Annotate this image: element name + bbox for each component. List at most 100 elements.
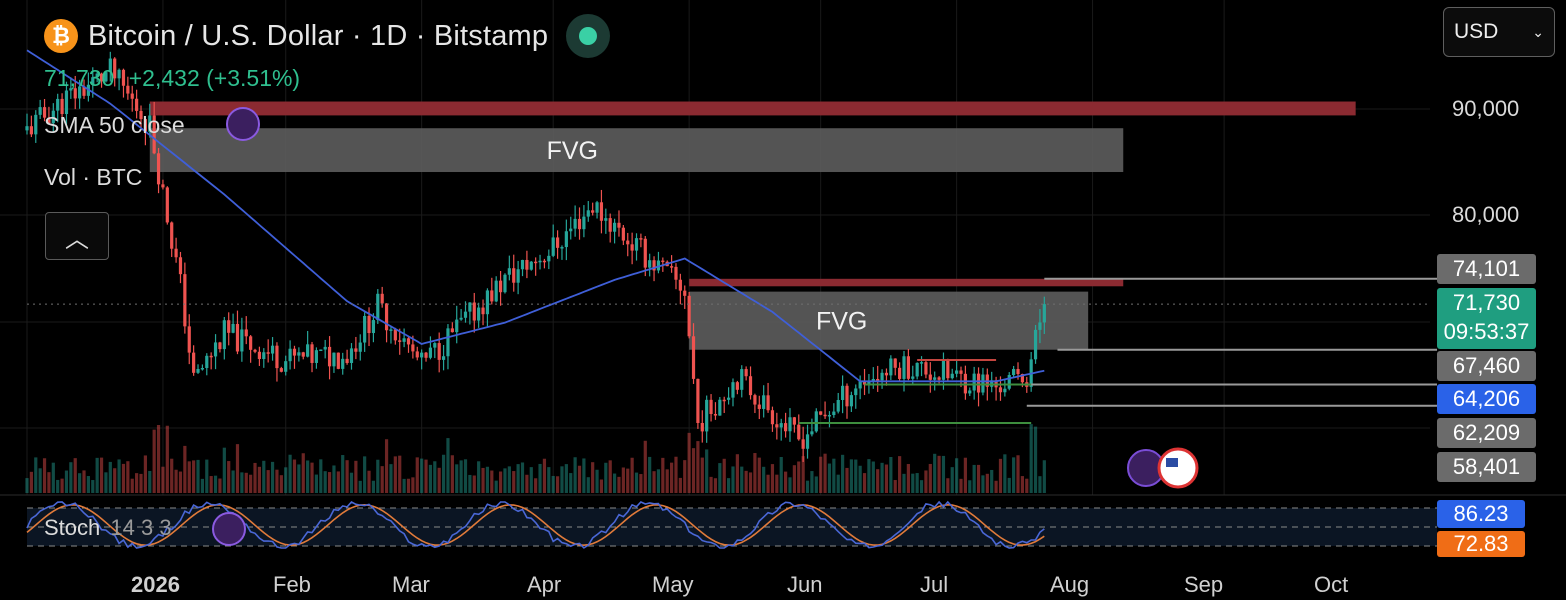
volume-bar [779,456,783,493]
candle-body [1003,388,1007,393]
volume-bar [770,464,775,493]
stoch-legend[interactable]: Stoch 14 3 3 [44,515,172,541]
symbol-title[interactable]: Bitcoin / U.S. Dollar · 1D · Bitstamp [88,19,549,52]
candle-body [441,356,446,360]
candle-body [126,85,130,94]
volume-bar [205,459,209,493]
us-flag-icon [1157,447,1199,489]
volume-bar [367,470,371,493]
volume-legend[interactable]: Vol · BTC [44,164,143,190]
candle-body [862,380,867,385]
candle-body [955,370,959,374]
candle-body [152,115,156,154]
volume-bar [753,453,757,493]
candle-body [459,317,463,320]
volume-bar [371,480,376,493]
candle-body [376,293,380,321]
volume-bar [1038,476,1042,493]
volume-bar [560,466,564,493]
volume-bar [599,479,604,493]
volume-bar [82,470,86,493]
chart-header: ₿ Bitcoin / U.S. Dollar · 1D · Bitstamp [44,14,611,58]
volume-bar [240,472,244,493]
volume-bar [955,458,959,493]
volume-bar [332,465,336,493]
candle-body [643,238,647,268]
candle-body [933,377,937,380]
volume-bar [718,463,722,493]
volume-bar [270,461,275,493]
candle-body [849,395,853,407]
candle-body [165,187,169,223]
volume-bar [880,462,884,493]
candle-body [288,348,292,362]
candle-body [433,343,437,348]
candle-body [56,98,60,111]
candle-body [884,372,889,376]
chevron-down-icon: ⌄ [1532,23,1544,40]
market-status-icon[interactable] [566,14,611,58]
volume-bar [108,461,112,493]
volume-bar [389,464,393,493]
volume-bar [446,438,450,493]
candle-body [560,247,564,249]
chevron-up-icon: ︿ [65,225,89,253]
volume-bar [612,473,617,493]
candle-body [854,388,858,396]
candle-body [516,269,520,283]
candle-body [805,434,810,449]
candle-body [446,328,450,357]
candle-body [621,227,625,241]
level-badge: 58,401 [1437,452,1536,482]
volume-bar [669,462,674,493]
candle-body [950,373,954,379]
volume-bar [1020,476,1024,493]
volume-bar [968,480,972,493]
candle-body [792,417,796,425]
fvg-label: FVG [816,308,867,336]
candle-body [577,218,582,230]
sma-legend[interactable]: SMA 50 close [44,112,185,138]
currency-select[interactable]: USD ⌄ [1443,7,1555,57]
volume-bar [933,453,937,493]
candle-body [389,329,393,331]
volume-bar [384,439,389,493]
candle-body [323,346,327,350]
volume-bar [946,478,950,493]
candle-body [297,352,301,356]
volume-bar [898,456,902,493]
volume-bar [406,478,411,493]
candle-body [599,202,604,221]
volume-bar [354,460,358,493]
volume-bar [113,468,117,493]
volume-bar [99,457,104,493]
candle-body [858,380,862,389]
bitcoin-icon: ₿ [44,19,78,53]
volume-bar [310,462,314,493]
collapse-legend-button[interactable]: ︿ [45,212,109,260]
volume-bar [981,475,985,493]
sma-settings-icon [226,107,260,141]
candle-body [845,385,849,407]
volume-bar [972,464,976,493]
volume-bar [819,456,823,493]
candle-body [648,260,652,268]
volume-bar [801,456,805,493]
candle-body [244,329,248,337]
volume-bar [121,463,126,493]
volume-bar [722,458,726,493]
volume-bar [630,457,634,493]
volume-bar [481,467,485,493]
stoch-k-badge: 86.23 [1437,500,1525,528]
candle-body [898,367,902,379]
volume-bar [810,471,814,493]
candle-body [569,228,573,232]
volume-bar [56,479,60,493]
candle-body [735,382,739,390]
candle-body [555,237,560,248]
candle-body [415,351,419,358]
volume-bar [700,457,704,493]
volume-bar [915,473,919,493]
x-tick-label: Feb [273,572,311,597]
